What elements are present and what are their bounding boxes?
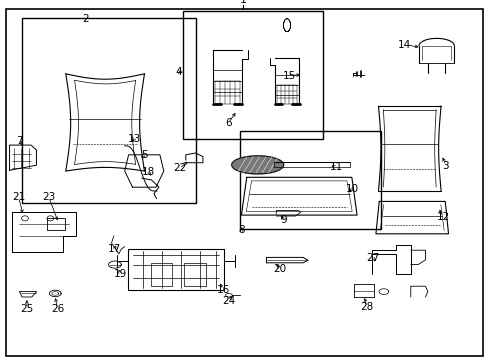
Text: 16: 16 [216,285,229,295]
Text: 1: 1 [239,0,246,5]
Text: 3: 3 [442,161,448,171]
Text: 14: 14 [397,40,411,50]
Text: 13: 13 [127,134,141,144]
Bar [183,11,322,139]
Bar [47,217,65,230]
Text: 8: 8 [237,225,244,235]
Text: 12: 12 [435,212,449,222]
Text: 18: 18 [141,167,155,177]
Bar [239,131,381,229]
Text: 27: 27 [366,253,379,264]
Text: 22: 22 [172,163,186,174]
Text: 15: 15 [282,71,296,81]
Text: 9: 9 [280,215,286,225]
Text: 25: 25 [20,304,34,314]
Text: 28: 28 [359,302,373,312]
Text: 6: 6 [224,118,231,128]
Text: 10: 10 [345,184,358,194]
Text: 5: 5 [141,150,147,160]
Text: 2: 2 [82,14,89,24]
Text: 4: 4 [175,67,182,77]
Text: 11: 11 [328,162,342,172]
Text: 24: 24 [222,296,236,306]
Bar [22,18,195,203]
Polygon shape [231,156,283,174]
Text: 7: 7 [16,136,23,146]
Bar [151,263,172,286]
Polygon shape [231,156,283,174]
Bar [184,263,205,286]
Text: 26: 26 [51,304,64,314]
Text: 20: 20 [273,264,285,274]
Text: 23: 23 [42,192,56,202]
Text: 21: 21 [12,192,25,202]
Text: 19: 19 [113,269,127,279]
Text: 17: 17 [107,244,121,254]
